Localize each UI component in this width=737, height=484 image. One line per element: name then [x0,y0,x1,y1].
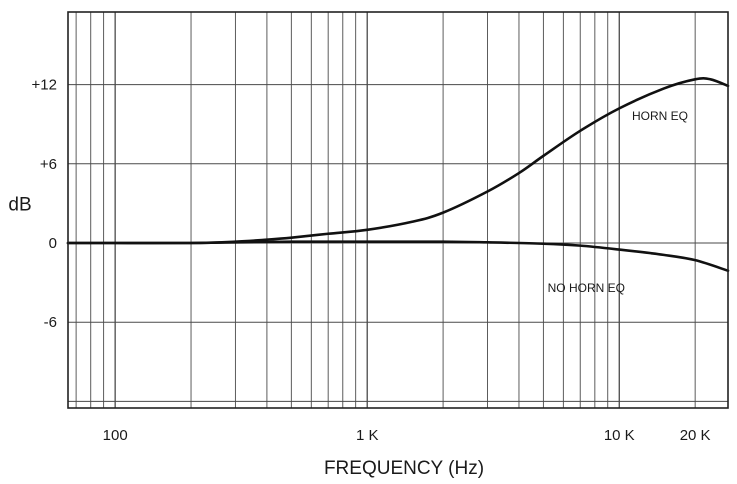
y-tick-label: +12 [32,77,57,94]
y-tick-label: 0 [49,235,57,252]
y-axis-label: dB [8,194,31,215]
plot-border [67,11,729,409]
plot-grid [68,12,728,408]
x-tick-label: 100 [103,427,128,444]
y-tick-label: -6 [44,314,57,331]
y-tick-label: +6 [40,156,57,173]
x-tick-label: 1 K [356,427,379,444]
x-tick-label: 20 K [680,427,711,444]
x-axis-label: FREQUENCY (Hz) [324,458,484,479]
curve-label: NO HORN EQ [548,281,625,295]
plot-frame [67,11,729,409]
label-layer: +12 +6 0 -6 100 1 K 10 K 20 K dB FREQUENCY (Hz) HO… [8,77,710,479]
series-line-horn-eq [66,77,730,245]
series-line-no-horn-eq [66,240,730,273]
x-tick-label: 10 K [604,427,635,444]
curve-layer [66,77,730,273]
curve-label: HORN EQ [632,109,688,123]
